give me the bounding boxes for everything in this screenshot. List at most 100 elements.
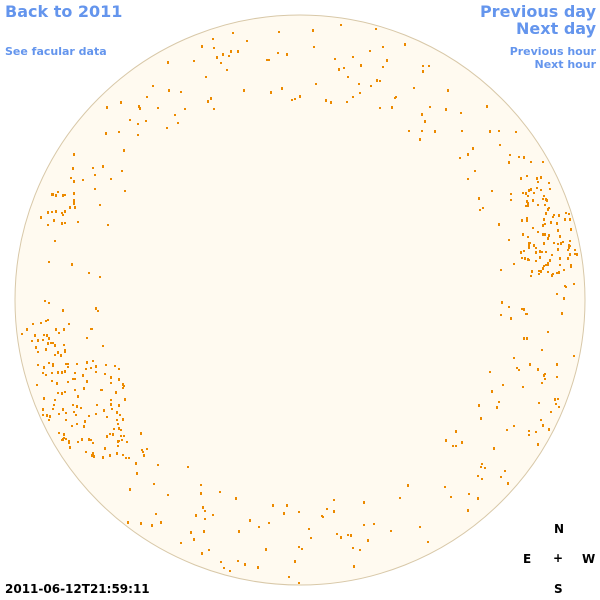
facular-point — [542, 161, 544, 163]
facular-point — [140, 432, 142, 435]
facular-point — [568, 213, 570, 215]
facular-point — [557, 243, 559, 245]
facular-point — [83, 425, 85, 428]
facular-point — [576, 253, 578, 256]
facular-point — [226, 69, 228, 71]
facular-point — [47, 211, 49, 214]
facular-point — [21, 333, 23, 335]
facular-point — [157, 107, 159, 109]
facular-point — [222, 53, 224, 56]
facular-point — [143, 454, 145, 457]
facular-point — [73, 202, 75, 205]
facular-point — [429, 106, 431, 108]
facular-point — [558, 271, 560, 274]
facular-point — [45, 320, 47, 322]
facular-point — [37, 364, 39, 366]
facular-point — [500, 476, 502, 478]
facular-point — [549, 188, 551, 190]
facular-point — [526, 217, 528, 220]
next-hour-link[interactable]: Next hour — [534, 58, 597, 71]
facular-point — [550, 411, 552, 413]
facular-point — [268, 522, 270, 524]
facular-point — [330, 101, 332, 104]
facular-point — [216, 56, 218, 59]
facular-point — [118, 427, 120, 430]
facular-data-link[interactable]: See facular data — [5, 45, 107, 58]
facular-point — [298, 582, 300, 584]
facular-point — [141, 449, 143, 451]
facular-point — [567, 257, 569, 260]
facular-point — [74, 378, 76, 380]
facular-point — [528, 430, 530, 432]
facular-point — [117, 445, 119, 447]
facular-point — [138, 105, 140, 108]
facular-point — [40, 216, 42, 219]
facular-point — [104, 373, 106, 375]
facular-point — [118, 378, 120, 381]
facular-point — [193, 60, 195, 62]
facular-point — [573, 283, 575, 285]
facular-point — [515, 131, 517, 133]
facular-point — [543, 242, 545, 245]
facular-point — [474, 170, 476, 172]
facular-point — [298, 511, 300, 513]
facular-point — [40, 322, 42, 324]
facular-point — [88, 272, 90, 274]
next-day-link[interactable]: Next day — [516, 19, 596, 38]
previous-hour-link[interactable]: Previous hour — [509, 45, 596, 58]
facular-point — [504, 470, 506, 472]
facular-point — [543, 195, 545, 197]
facular-point — [68, 442, 70, 444]
facular-point — [75, 414, 77, 416]
facular-point — [530, 161, 532, 163]
back-link[interactable]: Back to 2011 — [5, 2, 123, 21]
facular-point — [450, 496, 452, 498]
facular-point — [516, 367, 518, 369]
facular-point — [527, 236, 529, 238]
facular-point — [288, 576, 290, 578]
facular-point — [207, 100, 209, 103]
facular-point — [105, 132, 107, 135]
facular-point — [124, 190, 126, 192]
facular-point — [541, 349, 543, 351]
facular-point — [230, 50, 232, 53]
facular-point — [64, 351, 66, 353]
facular-point — [480, 466, 482, 468]
facular-point — [467, 509, 469, 512]
facular-point — [110, 376, 112, 379]
facular-point — [97, 310, 99, 312]
facular-point — [501, 301, 503, 304]
facular-point — [137, 134, 139, 136]
facular-point — [195, 514, 197, 517]
previous-day-link[interactable]: Previous day — [479, 2, 596, 21]
facular-point — [72, 167, 74, 170]
facular-point — [57, 191, 59, 193]
facular-point — [146, 96, 148, 98]
facular-point — [67, 363, 69, 365]
facular-point — [167, 61, 169, 64]
facular-point — [325, 99, 327, 102]
facular-point — [237, 50, 239, 53]
facular-point — [167, 494, 169, 496]
facular-point — [421, 113, 423, 116]
facular-point — [493, 447, 495, 450]
facular-point — [123, 435, 125, 437]
facular-point — [525, 192, 527, 195]
facular-point — [502, 384, 504, 386]
facular-point — [521, 308, 523, 310]
facular-point — [200, 484, 202, 486]
facular-point — [120, 429, 122, 431]
facular-point — [525, 205, 527, 207]
facular-point — [55, 194, 57, 197]
facular-point — [312, 29, 314, 32]
facular-point — [558, 214, 560, 217]
facular-point — [52, 364, 54, 367]
facular-point — [246, 40, 248, 42]
facular-point — [543, 265, 545, 267]
facular-point — [518, 156, 520, 158]
facular-point — [445, 439, 447, 442]
facular-point — [359, 92, 361, 94]
facular-point — [570, 228, 572, 231]
facular-point — [43, 366, 45, 369]
facular-point — [57, 351, 59, 354]
